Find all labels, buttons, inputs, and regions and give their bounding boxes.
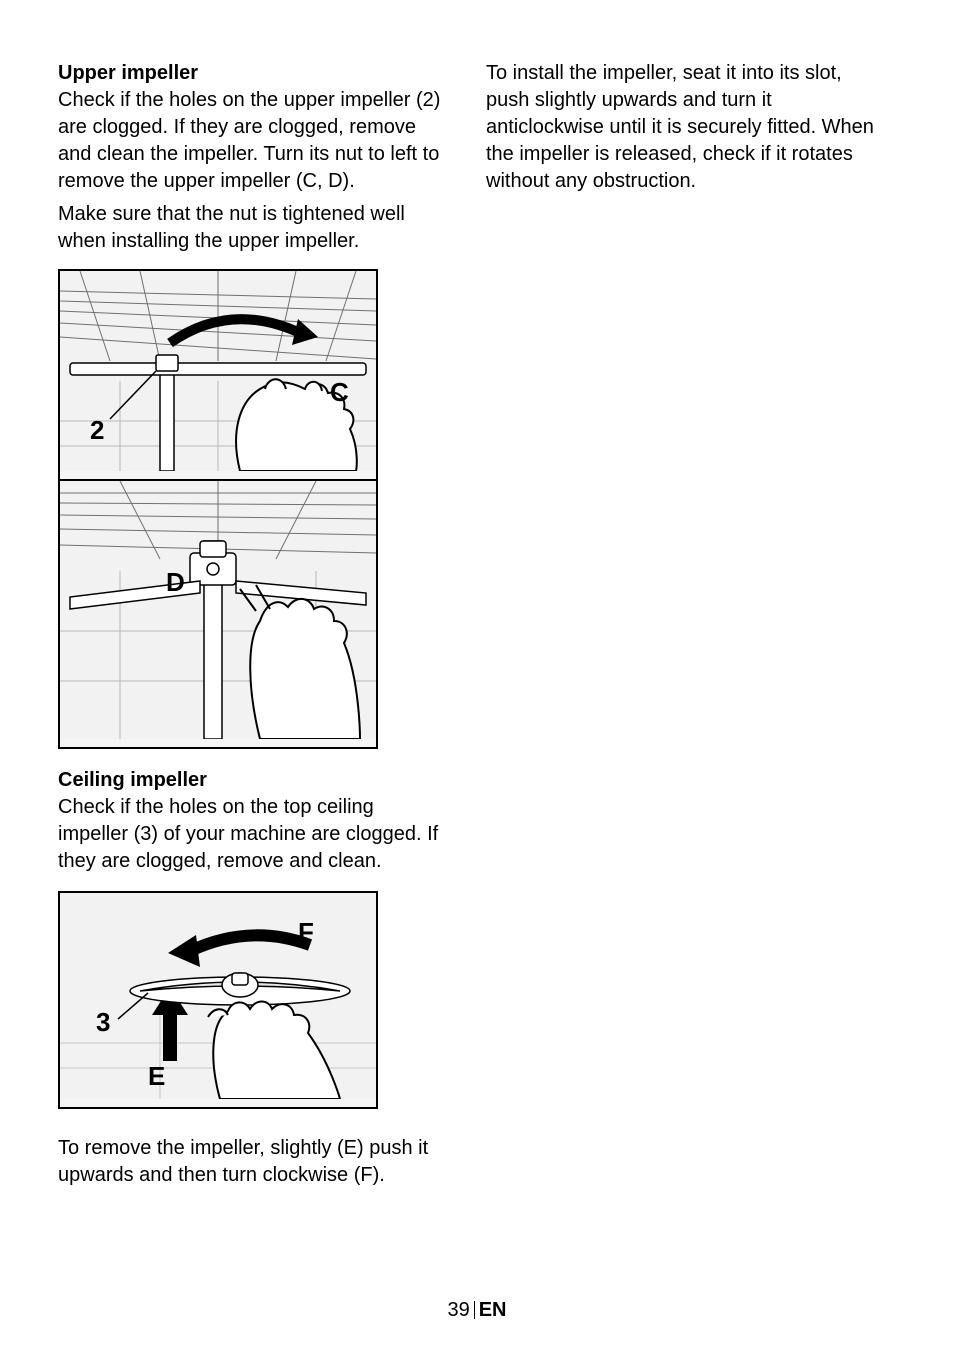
illustration-c: 2 C (60, 271, 376, 471)
heading-ceiling-impeller: Ceiling impeller (58, 767, 448, 794)
figure-upper-impeller: 2 C (58, 269, 378, 749)
page-number: 39 (447, 1299, 469, 1321)
page-footer: 39 EN (0, 1299, 954, 1322)
right-column: To install the impeller, seat it into it… (486, 60, 876, 1195)
left-column: Upper impeller Check if the holes on the… (58, 60, 448, 1195)
page-content: Upper impeller Check if the holes on the… (0, 0, 954, 1235)
figure-label-e: E (148, 1061, 165, 1091)
figure-label-d: D (166, 567, 185, 597)
para-ceiling-1: Check if the holes on the top ceiling im… (58, 794, 448, 875)
footer-separator (474, 1301, 475, 1319)
figure-label-2: 2 (90, 415, 104, 445)
figure-label-c: C (330, 377, 349, 407)
illustration-d: D (60, 481, 376, 739)
heading-upper-impeller: Upper impeller (58, 60, 448, 87)
para-upper-2: Make sure that the nut is tightened well… (58, 201, 448, 255)
para-ceiling-2: To remove the impeller, slightly (E) pus… (58, 1135, 448, 1189)
para-upper-1: Check if the holes on the upper impeller… (58, 87, 448, 195)
para-install: To install the impeller, seat it into it… (486, 60, 876, 195)
illustration-ef: 3 E F (60, 893, 376, 1099)
page-lang: EN (479, 1299, 507, 1321)
figure-label-f: F (298, 917, 314, 947)
figure-ceiling-impeller: 3 E F (58, 891, 378, 1109)
figure-label-3: 3 (96, 1007, 110, 1037)
